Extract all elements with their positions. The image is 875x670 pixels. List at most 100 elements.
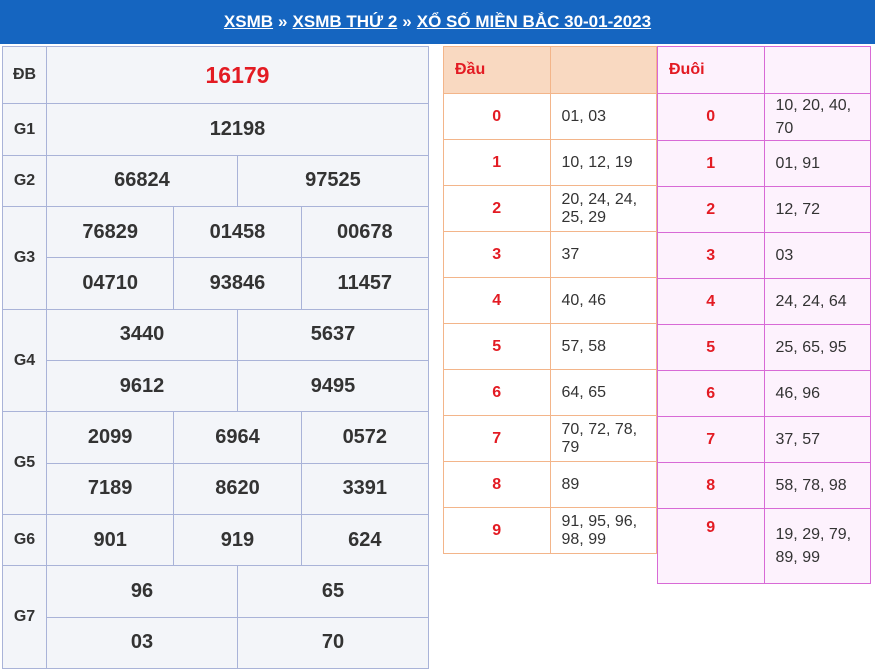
prize-number: 624 bbox=[300, 513, 430, 567]
prize-label: G2 bbox=[2, 154, 47, 208]
breadcrumb-link-current[interactable]: XỔ SỐ MIỀN BẮC 30-01-2023 bbox=[416, 12, 652, 31]
duoi-header-row: Đuôi bbox=[657, 46, 871, 94]
prize-number: 3440 bbox=[46, 308, 238, 362]
prize-number: 6964 bbox=[173, 411, 302, 464]
dau-row: 8 89 bbox=[443, 461, 657, 508]
prize-number: 2099 bbox=[45, 411, 175, 464]
prize-number: 12198 bbox=[46, 103, 429, 156]
duoi-row: 4 24, 24, 64 bbox=[657, 278, 871, 325]
prize-number: 901 bbox=[45, 513, 175, 567]
prize-label: G4 bbox=[2, 308, 47, 413]
dau-value: 10, 12, 19 bbox=[549, 139, 657, 186]
dau-key: 2 bbox=[443, 185, 551, 232]
dau-key: 9 bbox=[443, 507, 551, 554]
dau-value: 64, 65 bbox=[549, 369, 657, 416]
breadcrumb-separator: » bbox=[278, 12, 288, 31]
duoi-value: 10, 20, 40, 70 bbox=[763, 93, 871, 141]
dau-value: 91, 95, 96, 98, 99 bbox=[549, 507, 657, 554]
prize-number: 04710 bbox=[45, 257, 175, 310]
breadcrumb-link-xsmb-thu2[interactable]: XSMB THỨ 2 bbox=[292, 12, 398, 31]
dau-row: 1 10, 12, 19 bbox=[443, 139, 657, 186]
prize-number: 5637 bbox=[236, 308, 430, 362]
dau-value: 01, 03 bbox=[549, 93, 657, 140]
duoi-value: 12, 72 bbox=[763, 186, 871, 233]
dau-key: 4 bbox=[443, 277, 551, 324]
prize-number: 03 bbox=[46, 616, 238, 670]
dau-table: Đầu 0 01, 03 1 10, 12, 19 2 20, 24, 24, 25,… bbox=[443, 46, 657, 554]
dau-value: 37 bbox=[549, 231, 657, 278]
dau-key: 5 bbox=[443, 323, 551, 370]
dau-row: 4 40, 46 bbox=[443, 277, 657, 324]
dau-key: 0 bbox=[443, 93, 551, 140]
prize-number: 97525 bbox=[236, 154, 430, 208]
duoi-value: 01, 91 bbox=[763, 140, 871, 187]
duoi-key: 0 bbox=[657, 93, 765, 141]
dau-header: Đầu bbox=[443, 46, 551, 94]
duoi-row: 2 12, 72 bbox=[657, 186, 871, 233]
special-prize-number: 16179 bbox=[46, 45, 429, 105]
duoi-header: Đuôi bbox=[657, 46, 765, 94]
prize-row-g5: G5 2099 6964 0572 bbox=[2, 411, 430, 515]
breadcrumb: XSMB » XSMB THỨ 2 » XỔ SỐ MIỀN BẮC 30-01… bbox=[0, 0, 875, 44]
dau-row: 2 20, 24, 24, 25, 29 bbox=[443, 185, 657, 232]
prize-number: 9495 bbox=[236, 359, 430, 413]
prize-number: 70 bbox=[236, 616, 430, 670]
prize-row-g6: G6 901 919 624 bbox=[2, 513, 430, 567]
dau-key: 3 bbox=[443, 231, 551, 278]
duoi-value: 46, 96 bbox=[763, 370, 871, 417]
prize-number: 3391 bbox=[300, 462, 430, 515]
prize-number: 11457 bbox=[300, 257, 430, 310]
prize-number: 01458 bbox=[173, 206, 302, 259]
dau-value: 89 bbox=[549, 461, 657, 508]
dau-value: 20, 24, 24, 25, 29 bbox=[549, 185, 657, 232]
results-table: ĐB 16179 G1 12198 G2 66824 97525 G3 7682… bbox=[2, 45, 430, 670]
prize-number: 919 bbox=[173, 513, 302, 567]
prize-number: 93846 bbox=[173, 257, 302, 310]
duoi-value: 58, 78, 98 bbox=[763, 462, 871, 509]
duoi-key: 8 bbox=[657, 462, 765, 509]
dau-row: 5 57, 58 bbox=[443, 323, 657, 370]
duoi-row: 0 10, 20, 40, 70 bbox=[657, 93, 871, 141]
dau-row: 0 01, 03 bbox=[443, 93, 657, 140]
dau-value: 57, 58 bbox=[549, 323, 657, 370]
duoi-value: 19, 29, 79, 89, 99 bbox=[763, 508, 871, 584]
duoi-key: 6 bbox=[657, 370, 765, 417]
prize-label: G1 bbox=[2, 103, 47, 156]
prize-row-g5b: 7189 8620 3391 bbox=[3, 462, 430, 515]
prize-number: 65 bbox=[236, 565, 430, 618]
prize-row-g1: G1 12198 bbox=[2, 103, 429, 156]
dau-key: 7 bbox=[443, 415, 551, 462]
dau-row: 9 91, 95, 96, 98, 99 bbox=[443, 507, 657, 554]
prize-label: G7 bbox=[2, 565, 47, 669]
prize-number: 7189 bbox=[45, 462, 175, 515]
prize-row-g2: G2 66824 97525 bbox=[2, 154, 430, 208]
prize-row-g7: G7 96 65 bbox=[2, 565, 430, 669]
duoi-row: 6 46, 96 bbox=[657, 370, 871, 417]
breadcrumb-link-xsmb[interactable]: XSMB bbox=[223, 12, 274, 31]
dau-row: 6 64, 65 bbox=[443, 369, 657, 416]
prize-row-g7b: 03 70 bbox=[3, 616, 430, 670]
prize-row-g4b: 9612 9495 bbox=[3, 359, 430, 413]
dau-header-row: Đầu bbox=[443, 46, 657, 94]
duoi-value: 37, 57 bbox=[763, 416, 871, 463]
prize-label: G6 bbox=[2, 513, 47, 567]
prize-number: 66824 bbox=[46, 154, 238, 208]
duoi-value: 24, 24, 64 bbox=[763, 278, 871, 325]
prize-row-g3b: 04710 93846 11457 bbox=[3, 257, 430, 310]
dau-key: 6 bbox=[443, 369, 551, 416]
duoi-table: Đuôi 0 10, 20, 40, 70 1 01, 91 2 12, 72 3 03… bbox=[657, 46, 871, 584]
duoi-key: 4 bbox=[657, 278, 765, 325]
duoi-key: 5 bbox=[657, 324, 765, 371]
prize-row-g3: G3 76829 01458 00678 bbox=[2, 206, 430, 310]
prize-number: 9612 bbox=[46, 359, 238, 413]
duoi-key: 2 bbox=[657, 186, 765, 233]
prize-label: ĐB bbox=[2, 45, 47, 105]
duoi-row: 9 19, 29, 79, 89, 99 bbox=[657, 508, 871, 584]
dau-value: 40, 46 bbox=[549, 277, 657, 324]
prize-number: 00678 bbox=[300, 206, 430, 259]
dau-row: 7 70, 72, 78, 79 bbox=[443, 415, 657, 462]
dau-row: 3 37 bbox=[443, 231, 657, 278]
duoi-row: 1 01, 91 bbox=[657, 140, 871, 187]
duoi-value: 03 bbox=[763, 232, 871, 279]
duoi-header-blank bbox=[763, 46, 871, 94]
